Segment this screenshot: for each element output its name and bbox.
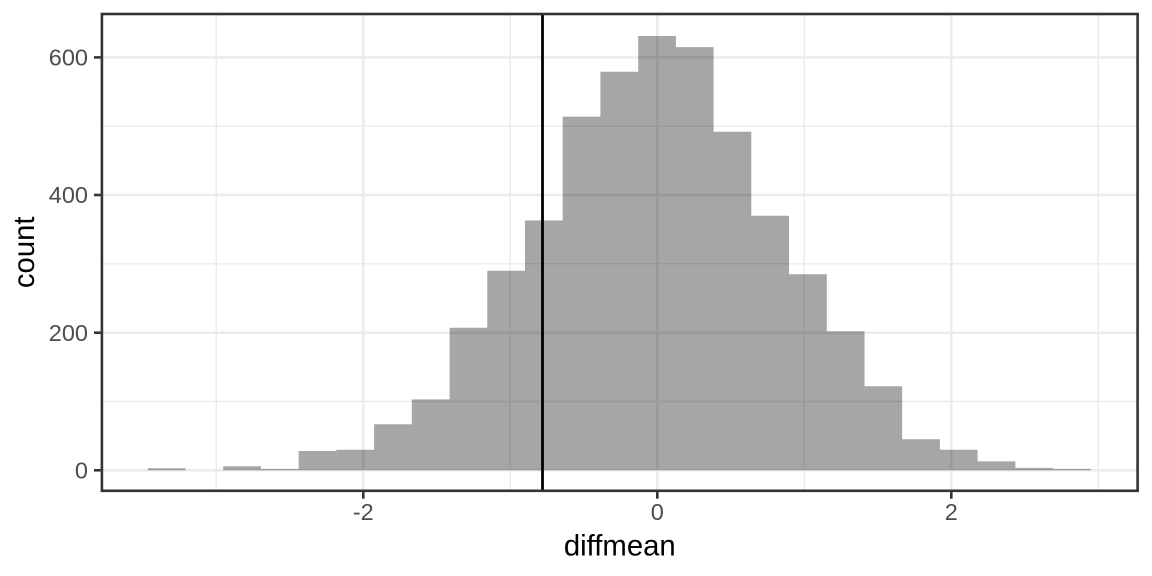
svg-text:200: 200 <box>49 320 88 346</box>
svg-text:-2: -2 <box>353 499 374 525</box>
svg-text:2: 2 <box>945 499 958 525</box>
svg-text:count: count <box>8 216 41 288</box>
svg-text:400: 400 <box>49 182 88 208</box>
svg-text:diffmean: diffmean <box>564 530 676 563</box>
svg-text:600: 600 <box>49 45 88 71</box>
svg-text:0: 0 <box>651 499 664 525</box>
svg-text:0: 0 <box>75 457 88 483</box>
